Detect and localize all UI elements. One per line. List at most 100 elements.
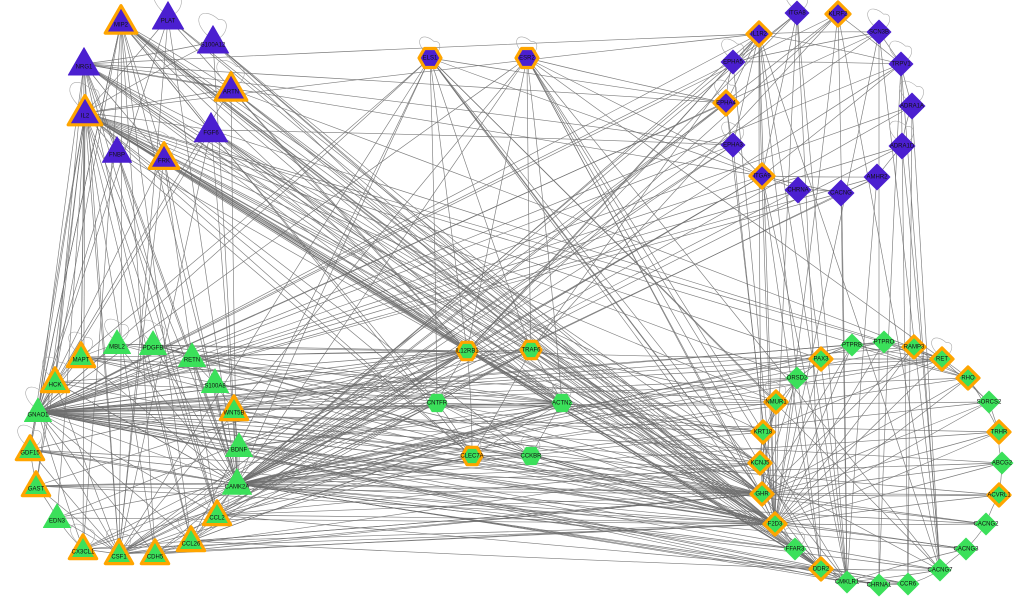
graph-node-artn[interactable] xyxy=(213,71,249,102)
graph-node-gast[interactable] xyxy=(20,470,52,498)
graph-node-retn[interactable] xyxy=(177,342,207,368)
graph-node-ccl2[interactable] xyxy=(201,499,233,527)
graph-node-cntfr[interactable] xyxy=(426,393,448,413)
graph-node-esr2[interactable] xyxy=(514,46,540,70)
graph-edge xyxy=(210,129,776,525)
graph-node-wnt5b[interactable] xyxy=(218,394,250,422)
graph-node-edn3[interactable] xyxy=(42,503,72,529)
self-loop-edge xyxy=(70,523,95,548)
graph-edge xyxy=(236,350,468,485)
graph-node-il1r2[interactable] xyxy=(745,20,773,48)
graph-edge xyxy=(236,462,761,485)
graph-node-epha4[interactable] xyxy=(712,89,740,117)
graph-edge xyxy=(37,358,822,413)
graph-node-rho[interactable] xyxy=(955,365,981,391)
graph-node-cmklr1[interactable] xyxy=(835,570,859,594)
graph-node-epha3[interactable] xyxy=(720,132,746,158)
graph-edge xyxy=(761,431,1000,495)
graph-node-cacng3[interactable] xyxy=(954,537,978,561)
graph-node-gdf15[interactable] xyxy=(14,434,46,462)
graph-node-cacng7[interactable] xyxy=(928,558,952,582)
graph-node-itga9[interactable] xyxy=(748,162,776,190)
graph-node-plat[interactable] xyxy=(151,1,185,30)
graph-edge xyxy=(83,41,214,65)
graph-edge xyxy=(167,17,763,495)
graph-node-trpv1[interactable] xyxy=(888,51,914,77)
graph-node-adra1a[interactable] xyxy=(898,92,926,120)
graph-node-klrf2[interactable] xyxy=(824,0,852,28)
graph-node-fgf6[interactable] xyxy=(193,112,229,143)
graph-node-kcnj5[interactable] xyxy=(747,450,773,476)
graph-node-mbl2[interactable] xyxy=(102,329,132,355)
graph-node-epha5[interactable] xyxy=(720,49,746,75)
graph-node-clec7a[interactable] xyxy=(460,445,484,467)
graph-node-fnbp[interactable] xyxy=(101,136,133,163)
graph-node-il12rb1[interactable] xyxy=(455,340,479,362)
graph-node-ccr6[interactable] xyxy=(896,572,920,596)
graph-node-s100a12[interactable] xyxy=(196,25,230,54)
graph-edge xyxy=(837,13,848,583)
graph-node-acvrl1[interactable] xyxy=(986,482,1012,508)
graph-edge xyxy=(761,63,902,177)
graph-node-abcg2[interactable] xyxy=(990,451,1014,475)
graph-node-ddr2[interactable] xyxy=(808,556,834,582)
graph-node-frk[interactable] xyxy=(147,141,181,170)
graph-node-pdgfb[interactable] xyxy=(138,330,168,356)
graph-node-mip2[interactable] xyxy=(103,4,139,35)
graph-edge xyxy=(774,358,943,525)
graph-node-cckbr[interactable] xyxy=(520,446,542,466)
graph-node-chrna[interactable] xyxy=(784,176,812,204)
graph-node-il2[interactable] xyxy=(66,93,104,127)
graph-node-hck[interactable] xyxy=(39,366,71,394)
graph-node-ghr[interactable] xyxy=(749,481,775,507)
graph-node-nmur1[interactable] xyxy=(763,389,789,415)
graph-node-sorcs2[interactable] xyxy=(977,390,1001,414)
graph-edge xyxy=(54,381,563,404)
graph-node-s100a8[interactable] xyxy=(200,368,230,394)
graph-node-f2d3[interactable] xyxy=(762,511,788,537)
graph-node-camk2a[interactable] xyxy=(221,468,253,495)
graph-node-cacng2[interactable] xyxy=(974,512,998,536)
graph-node-ccl26[interactable] xyxy=(175,525,207,553)
graph-node-gnao1[interactable] xyxy=(23,397,53,423)
graph-node-csf1[interactable] xyxy=(103,538,135,566)
graph-node-mapt[interactable] xyxy=(65,341,97,369)
graph-edge xyxy=(466,61,734,352)
graph-edge xyxy=(190,540,822,570)
graph-node-amhr2[interactable] xyxy=(863,163,891,191)
graph-edge xyxy=(233,409,763,495)
graph-node-scn3b[interactable] xyxy=(866,19,892,45)
graph-node-krt18[interactable] xyxy=(750,419,776,445)
graph-node-orsd2[interactable] xyxy=(785,366,809,390)
graph-node-cdh5[interactable] xyxy=(139,538,171,566)
graph-node-bdnf[interactable] xyxy=(224,432,254,458)
graph-node-ffar3[interactable] xyxy=(783,537,807,561)
graph-node-cacng[interactable] xyxy=(827,179,855,207)
graph-edge xyxy=(436,402,763,495)
graph-edge xyxy=(214,350,468,384)
graph-node-els1[interactable] xyxy=(417,46,443,70)
graph-node-ptprb[interactable] xyxy=(840,333,864,357)
graph-node-pax3[interactable] xyxy=(808,346,834,372)
graph-edge xyxy=(37,411,1003,464)
graph-node-adra1d[interactable] xyxy=(888,132,916,160)
graph-edge xyxy=(796,12,822,570)
graph-node-ret[interactable] xyxy=(929,346,955,372)
graph-edge xyxy=(120,21,763,495)
graph-node-actn2[interactable] xyxy=(551,393,573,413)
graph-edge xyxy=(167,17,776,525)
graph-node-traf6[interactable] xyxy=(519,339,543,361)
graph-node-cx3cl1[interactable] xyxy=(67,533,99,561)
graph-edge xyxy=(758,33,941,571)
graph-node-chrna1[interactable] xyxy=(867,573,891,597)
node-layer[interactable] xyxy=(14,0,1014,597)
graph-node-ptpro[interactable] xyxy=(872,330,896,354)
graph-node-itga8[interactable] xyxy=(784,0,810,26)
graph-edge xyxy=(212,41,776,525)
graph-node-trhr[interactable] xyxy=(986,419,1012,445)
graph-node-nrg1[interactable] xyxy=(67,47,101,76)
graph-edge xyxy=(84,33,760,114)
graph-edge xyxy=(163,157,763,495)
graph-node-ramp3[interactable] xyxy=(901,334,927,360)
